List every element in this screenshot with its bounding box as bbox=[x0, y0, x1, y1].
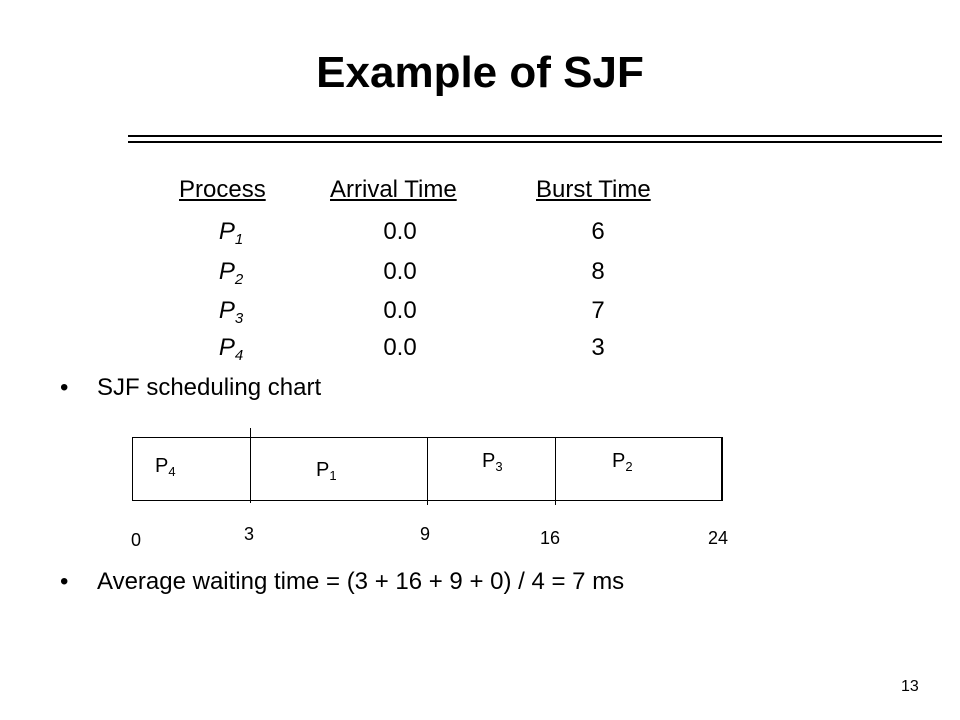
gantt-tick-label: 24 bbox=[708, 528, 729, 548]
table-cell-burst: 7 bbox=[591, 297, 605, 324]
bullet-marker: • bbox=[60, 374, 69, 401]
title-rule-bottom bbox=[128, 141, 942, 143]
gantt-tick-label: 0 bbox=[131, 530, 142, 550]
gantt-segment-label: P1 bbox=[316, 459, 337, 483]
table-cell-arrival: 0.0 bbox=[383, 334, 417, 361]
bullet-average-waiting-time: Average waiting time = (3 + 16 + 9 + 0) … bbox=[97, 568, 625, 595]
bullet-marker: • bbox=[60, 568, 69, 595]
table-cell-process: P4 bbox=[218, 334, 244, 364]
gantt-tick-label: 3 bbox=[244, 524, 255, 544]
table-cell-burst: 6 bbox=[591, 218, 605, 245]
gantt-divider bbox=[250, 428, 251, 503]
table-cell-arrival: 0.0 bbox=[383, 218, 417, 245]
table-cell-process: P2 bbox=[218, 258, 244, 288]
bullet-scheduling-chart: SJF scheduling chart bbox=[97, 374, 322, 401]
title-rule-top bbox=[128, 135, 942, 137]
gantt-divider bbox=[555, 437, 556, 505]
gantt-segment-label: P2 bbox=[612, 450, 633, 474]
slide-title: Example of SJF bbox=[316, 48, 644, 97]
table-cell-burst: 8 bbox=[591, 258, 605, 285]
header-burst-time: Burst Time bbox=[536, 176, 651, 203]
table-cell-process: P1 bbox=[218, 218, 244, 248]
table-cell-arrival: 0.0 bbox=[383, 297, 417, 324]
header-process: Process bbox=[179, 176, 266, 203]
gantt-segment-label: P3 bbox=[482, 450, 503, 474]
gantt-tick-label: 16 bbox=[540, 528, 561, 548]
table-cell-process: P3 bbox=[218, 297, 244, 327]
table-cell-burst: 3 bbox=[591, 334, 605, 361]
header-arrival-time: Arrival Time bbox=[330, 176, 457, 203]
page-number: 13 bbox=[901, 678, 919, 695]
table-cell-arrival: 0.0 bbox=[383, 258, 417, 285]
gantt-divider bbox=[427, 437, 428, 505]
gantt-segment-label: P4 bbox=[155, 455, 176, 479]
gantt-divider bbox=[132, 438, 133, 500]
gantt-divider bbox=[721, 437, 722, 501]
gantt-tick-label: 9 bbox=[420, 524, 431, 544]
